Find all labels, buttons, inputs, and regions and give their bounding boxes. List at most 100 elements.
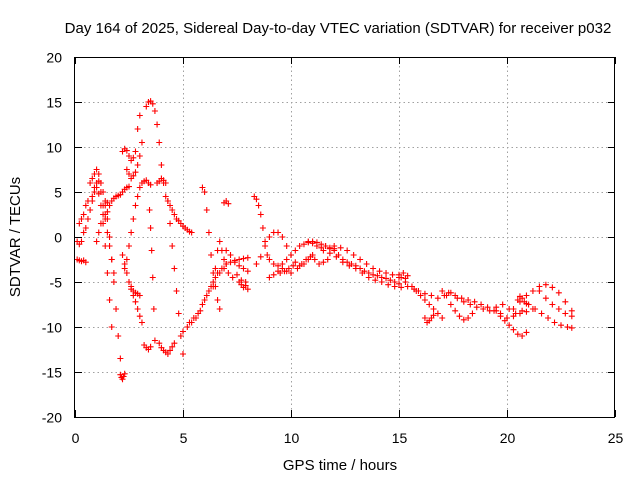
data-point [331,243,338,249]
data-point [307,253,314,260]
data-point [82,202,89,209]
data-point [523,329,530,336]
data-point [78,216,85,222]
data-point [320,247,327,254]
series-arc-16 [154,175,186,357]
series-arc-22 [221,198,232,207]
data-point [180,351,186,357]
data-point [203,292,210,299]
data-point [147,343,154,350]
data-point [123,256,130,263]
data-point [221,265,228,272]
series-arc-31 [331,243,428,297]
data-point [313,243,320,249]
data-point [130,292,137,299]
data-point [270,271,277,278]
x-tick-label: 20 [500,430,516,446]
data-point [389,271,396,278]
data-point [138,139,145,146]
data-point [104,270,111,276]
data-point [383,275,390,282]
data-point [484,304,491,311]
data-point [493,307,500,314]
series-arc-17 [156,340,178,357]
data-point [555,289,562,296]
data-point [259,225,266,231]
data-point [134,193,141,200]
data-point [150,306,157,312]
series-arc-34 [421,312,437,326]
series-arc-29 [305,238,402,287]
series-arc-12 [128,286,145,326]
series-arc-19 [186,265,249,326]
data-point [82,259,89,266]
data-point [120,373,127,380]
data-point [201,297,208,303]
data-point [89,193,96,200]
data-point [136,112,143,119]
data-point [169,243,176,249]
data-point [523,308,530,315]
series-arc-7 [102,183,132,218]
data-point [262,243,269,249]
data-point [121,370,128,377]
data-point [536,288,543,294]
data-point [119,376,126,383]
series-arc-35 [428,289,526,317]
data-point [171,211,178,218]
data-point [169,343,176,350]
data-point [279,261,286,267]
series-arc-42 [536,288,575,320]
data-point [195,310,202,317]
data-point [227,252,234,258]
data-point [350,252,357,258]
data-point [404,272,411,279]
data-point [212,274,219,281]
data-point [95,190,102,197]
series-arc-13 [141,342,154,353]
data-point [305,238,312,245]
data-point [84,216,91,222]
data-point [132,148,139,155]
data-point [87,180,94,186]
data-point [549,301,556,308]
data-point [283,243,290,249]
data-point [266,256,273,263]
data-point [365,274,372,281]
data-point [244,286,251,293]
data-point [169,207,176,213]
data-point [229,274,236,281]
data-point [473,304,480,311]
data-point [126,171,132,177]
data-point [275,229,282,236]
data-point [95,178,102,185]
data-point [288,270,294,276]
data-point [344,247,351,254]
data-point [478,301,485,308]
data-point [456,313,463,320]
y-axis-label: SDTVAR / TECUs [7,177,24,297]
series-arc-4 [89,184,115,330]
series-arc-21 [210,238,230,290]
series-arc-9 [123,139,145,182]
data-point [119,252,126,258]
series-arc-5 [93,199,111,245]
data-point [458,295,465,302]
data-point [447,301,454,308]
data-point [322,243,329,249]
data-point [138,319,145,326]
data-point [465,315,472,321]
data-point [469,310,476,317]
y-tick-label: -15 [42,365,62,381]
data-point [104,208,111,215]
data-point [102,243,109,249]
data-point [283,256,290,263]
y-tick-label: 10 [46,140,62,156]
data-point [529,288,536,294]
data-point [147,225,154,231]
data-point [439,288,446,294]
data-point [359,270,366,276]
data-point [510,313,517,320]
data-point [130,172,137,179]
data-point [514,331,521,338]
